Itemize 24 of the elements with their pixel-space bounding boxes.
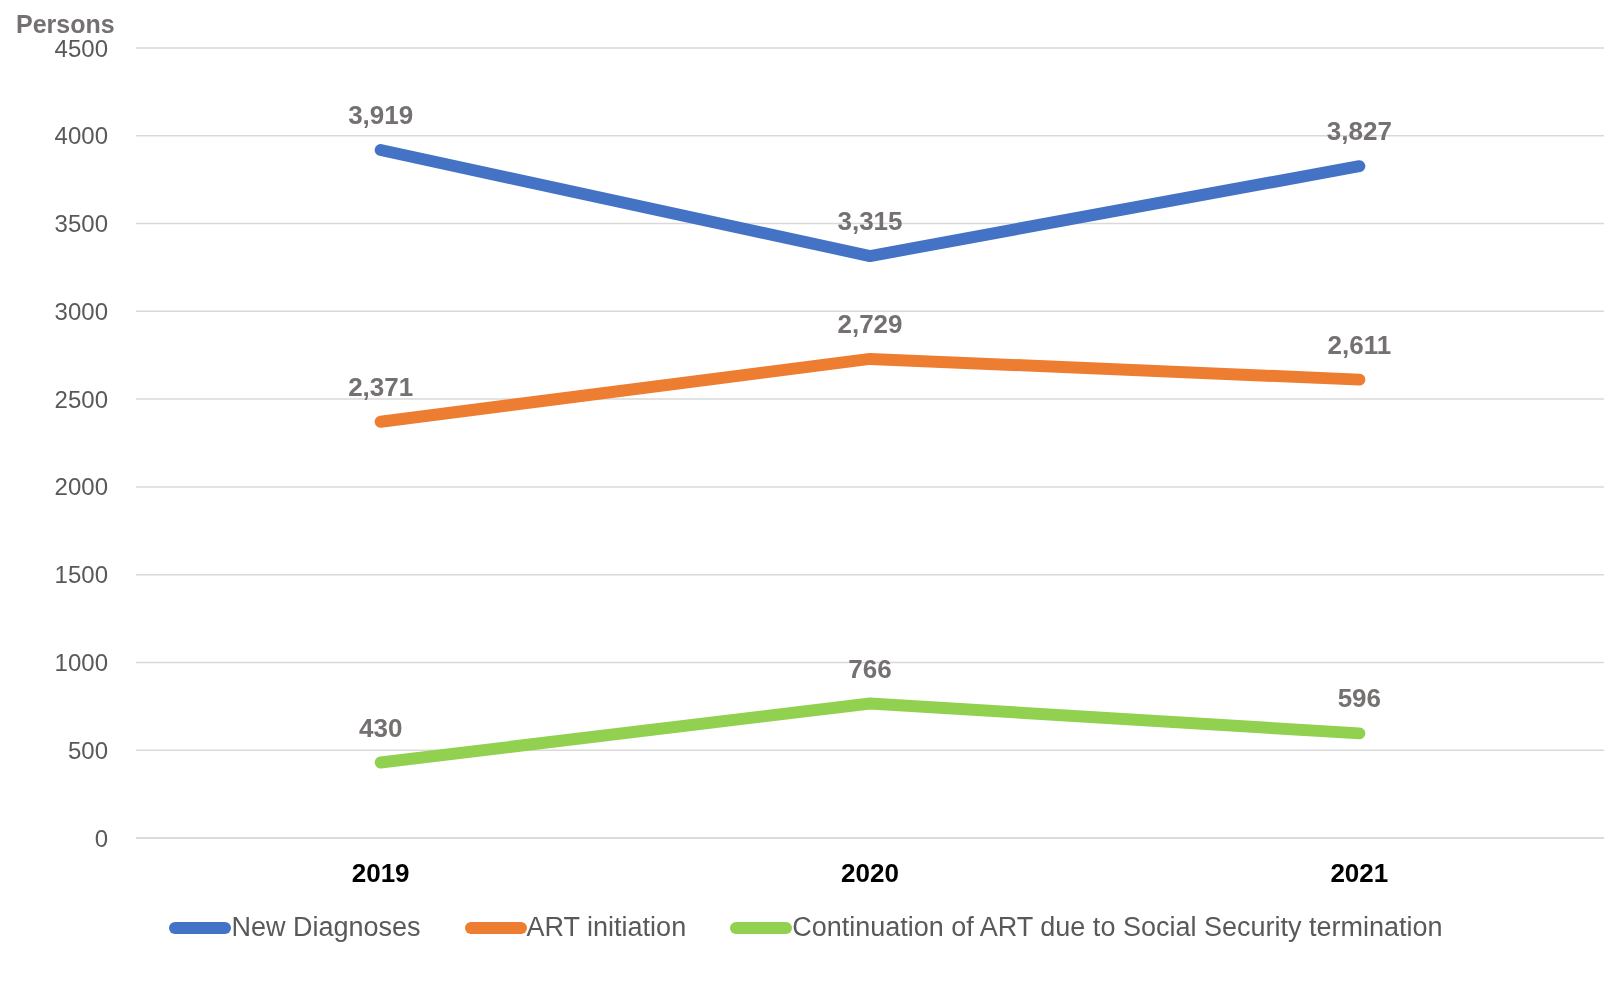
y-tick-label: 2000 — [54, 473, 108, 501]
y-tick-label: 500 — [67, 736, 108, 764]
y-tick-label: 1000 — [54, 648, 108, 676]
y-tick-label: 1500 — [54, 561, 108, 589]
legend-label: New Diagnoses — [231, 912, 421, 943]
y-tick-label: 3000 — [54, 297, 108, 325]
data-label: 596 — [1337, 683, 1382, 714]
data-label: 3,827 — [1326, 116, 1392, 147]
y-tick-label: 2500 — [54, 385, 108, 413]
data-label: 766 — [848, 653, 892, 684]
data-label: 2,729 — [837, 308, 903, 339]
y-tick-label: 3500 — [54, 210, 108, 238]
y-tick-label: 0 — [94, 824, 108, 852]
x-tick-label: 2021 — [1330, 858, 1389, 889]
data-label: 3,919 — [348, 100, 414, 130]
data-label: 2,371 — [348, 371, 414, 402]
data-label: 3,315 — [837, 206, 903, 237]
y-tick-label: 4000 — [54, 122, 108, 150]
legend-label: ART initiation — [526, 912, 687, 943]
data-label: 430 — [358, 712, 403, 743]
x-tick-label: 2019 — [351, 858, 410, 889]
x-tick-label: 2020 — [841, 858, 899, 889]
data-label: 2,611 — [1327, 329, 1392, 360]
legend-label: Continuation of ART due to Social Security termination — [792, 912, 1443, 943]
